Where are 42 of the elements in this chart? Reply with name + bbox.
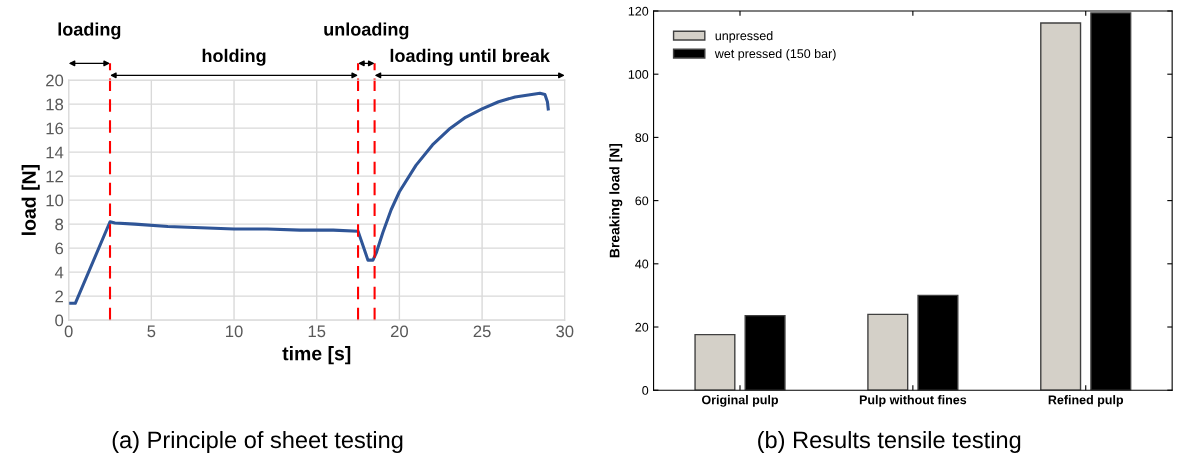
y-tick-label: 0 — [642, 386, 649, 395]
x-tick-label: 5 — [147, 325, 156, 338]
line-series — [68, 91, 550, 305]
y-axis-title: load [N] — [21, 165, 40, 235]
legend-label: wet pressed (150 bar) — [714, 48, 836, 61]
x-tick-label: Original pulp — [701, 395, 779, 407]
x-tick-label: 20 — [390, 325, 409, 338]
x-tick-label: Refined pulp — [1048, 395, 1124, 407]
y-tick-label: 120 — [628, 6, 649, 16]
y-tick-label: 8 — [55, 218, 64, 231]
legend-label: unpressed — [715, 30, 773, 43]
text: loading until break — [390, 48, 550, 66]
x-axis-title: time [s] — [282, 346, 351, 365]
y-tick-label: 100 — [628, 70, 649, 79]
y-axis-title: Breaking load [N] — [609, 143, 623, 258]
y-tick-label: 16 — [46, 122, 64, 135]
y-tick-label: 4 — [54, 266, 64, 279]
y-tick-label: 2 — [55, 290, 63, 303]
y-tick-label: 14 — [46, 146, 64, 159]
x-tick-label: 30 — [556, 325, 574, 338]
x-tick-label: 0 — [64, 325, 73, 338]
text: loading — [58, 22, 121, 40]
x-tick-label: 25 — [473, 325, 491, 338]
y-tick-label: 0 — [55, 314, 64, 327]
y-tick-label: 80 — [635, 133, 649, 143]
y-tick-label: 20 — [46, 74, 64, 87]
text: (b) Results tensile testing — [758, 430, 1021, 453]
x-tick-label: 15 — [308, 325, 326, 338]
text: unloading — [324, 22, 409, 40]
bar — [867, 313, 909, 391]
x-tick-label: Pulp without fines — [859, 395, 967, 407]
bar — [694, 333, 736, 391]
y-tick-label: 40 — [635, 259, 649, 269]
y-tick-label: 6 — [55, 242, 64, 255]
y-tick-label: 12 — [46, 170, 63, 183]
y-tick-label: 18 — [46, 98, 64, 111]
x-tick-label: 10 — [226, 325, 243, 338]
y-tick-label: 60 — [635, 196, 649, 206]
bar — [1040, 22, 1082, 391]
text: (a) Principle of sheet testing — [112, 430, 403, 453]
y-tick-label: 10 — [46, 194, 64, 207]
text: holding — [202, 48, 266, 66]
